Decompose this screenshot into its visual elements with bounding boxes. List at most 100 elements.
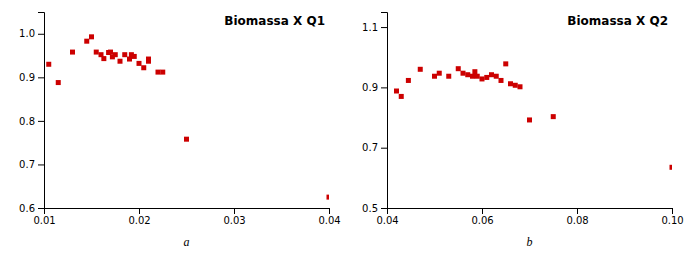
x-axis: 0.04 0.06 0.08 0.10: [376, 208, 683, 226]
point: [508, 81, 513, 86]
y-tick-label: 0.5: [362, 203, 378, 214]
point: [70, 50, 75, 55]
y-axis: 0.6 0.7 0.8 0.9 1.0: [19, 13, 44, 214]
point: [94, 50, 99, 55]
point: [101, 56, 106, 61]
y-tick-mark: [381, 27, 387, 28]
plot-area: [394, 61, 672, 169]
y-tick-label: 0.7: [362, 142, 378, 153]
y-tick: 0.9: [19, 72, 44, 83]
x-tick-mark: [139, 208, 140, 214]
x-tick-mark: [577, 208, 578, 214]
point: [489, 72, 494, 77]
y-axis-line: [381, 13, 388, 209]
y-tick: 0.5: [362, 203, 387, 214]
point: [494, 74, 499, 79]
y-tick: 1.1: [362, 22, 387, 33]
y-tick: 0.8: [19, 116, 44, 127]
point: [527, 117, 532, 122]
x-tick: 0.03: [223, 208, 245, 226]
x-tick: 0.06: [471, 208, 493, 226]
point: [480, 76, 485, 81]
point: [127, 57, 132, 62]
y-tick-label: 0.7: [19, 159, 35, 170]
x-tick: 0.04: [318, 208, 340, 226]
y-tick: 0.9: [362, 82, 387, 93]
x-tick-label: 0.03: [223, 215, 245, 226]
x-tick-mark: [482, 208, 483, 214]
point: [89, 34, 94, 39]
y-tick-label: 1.1: [362, 22, 378, 33]
point: [118, 59, 123, 64]
point: [146, 59, 151, 64]
x-tick: 0.10: [661, 208, 683, 226]
y-tick-label: 1.0: [19, 28, 35, 39]
x-tick: 0.01: [33, 208, 55, 226]
point: [108, 50, 113, 55]
x-axis: 0.01 0.02 0.03 0.04: [33, 208, 340, 226]
point: [484, 75, 489, 80]
point: [437, 71, 442, 76]
title: Biomassa X Q1: [224, 14, 325, 28]
point: [518, 84, 523, 89]
point: [456, 66, 461, 71]
point: [122, 52, 127, 57]
y-tick-mark: [38, 164, 44, 165]
point: [327, 195, 330, 200]
x-tick-mark: [672, 208, 673, 214]
point: [465, 72, 470, 77]
point: [394, 89, 399, 94]
y-tick-label: 0.9: [19, 72, 35, 83]
x-tick-label: 0.06: [471, 215, 493, 226]
x-tick-label: 0.08: [566, 215, 588, 226]
point: [461, 71, 466, 76]
x-label: b: [527, 235, 533, 249]
y-tick-label: 0.6: [19, 203, 35, 214]
point: [499, 78, 504, 83]
point: [406, 78, 411, 83]
x-tick: 0.02: [128, 208, 150, 226]
point: [513, 83, 518, 88]
point: [137, 61, 142, 66]
point: [84, 39, 89, 44]
point: [418, 67, 423, 72]
x-label: a: [184, 235, 190, 249]
point: [670, 165, 673, 170]
point: [551, 114, 556, 119]
y-tick: 0.7: [362, 142, 387, 153]
point: [432, 74, 437, 79]
point: [132, 54, 137, 59]
y-tick-mark: [38, 121, 44, 122]
y-tick-label: 0.9: [362, 82, 378, 93]
y-tick: 1.0: [19, 28, 44, 39]
panel: 0.04 0.06 0.08 0.10 0.5 0.7 0.9 1.1 Biomassa X Q…: [362, 13, 684, 250]
point: [503, 61, 508, 66]
y-tick-mark: [381, 148, 387, 149]
title: Biomassa X Q2: [567, 14, 668, 28]
x-axis-line: [45, 209, 330, 215]
x-tick-label: 0.01: [33, 215, 55, 226]
point: [46, 62, 51, 67]
y-tick-mark: [381, 208, 387, 209]
x-tick-label: 0.02: [128, 215, 150, 226]
figure: 0.01 0.02 0.03 0.04 0.6 0.7 0.8 0.9 1.0 Biomassa …: [0, 0, 686, 254]
x-tick-label: 0.04: [318, 215, 340, 226]
x-tick-mark: [329, 208, 330, 214]
point: [156, 70, 161, 75]
point: [113, 52, 118, 57]
x-axis-line: [388, 209, 673, 215]
y-tick-mark: [38, 77, 44, 78]
point: [475, 74, 480, 79]
x-tick-mark: [234, 208, 235, 214]
y-tick-mark: [38, 208, 44, 209]
point: [399, 94, 404, 99]
y-tick: 0.7: [19, 159, 44, 170]
panel: 0.01 0.02 0.03 0.04 0.6 0.7 0.8 0.9 1.0 Biomassa …: [19, 13, 341, 250]
point: [184, 137, 189, 142]
y-axis-line: [38, 13, 45, 209]
point: [472, 69, 477, 74]
x-tick-label: 0.10: [661, 215, 683, 226]
x-tick: 0.04: [376, 208, 398, 226]
x-tick: 0.08: [566, 208, 588, 226]
y-tick-label: 0.8: [19, 116, 35, 127]
